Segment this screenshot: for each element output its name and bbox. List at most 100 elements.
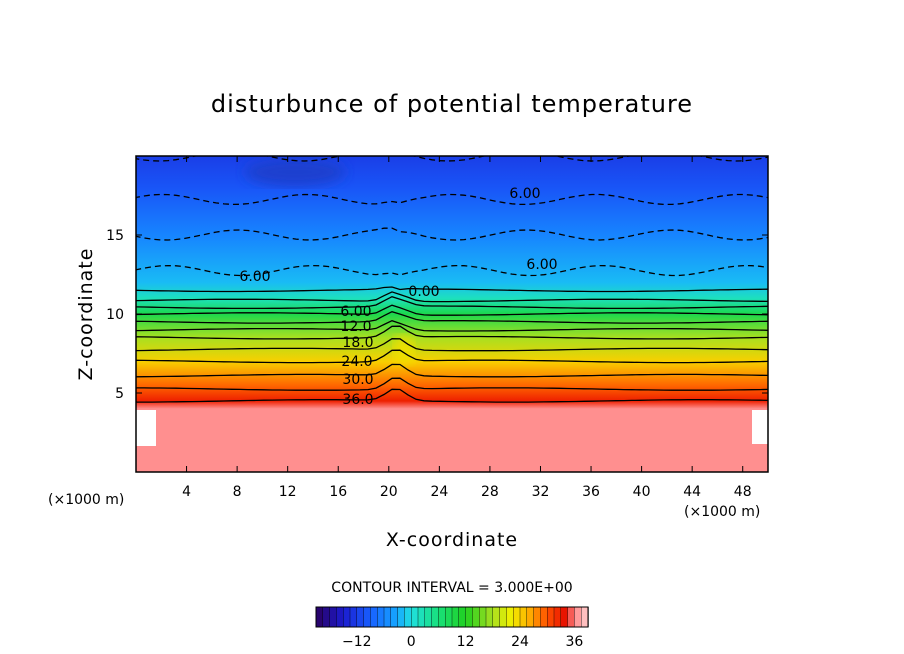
colorbar-swatch <box>547 606 555 628</box>
colorbar-swatch <box>540 606 548 628</box>
colorbar-swatch <box>377 606 385 628</box>
colorbar-swatch <box>397 606 406 628</box>
colorbar-swatch <box>424 606 433 628</box>
colorbar-swatch <box>445 606 453 628</box>
contour-line <box>136 325 768 340</box>
y-tick-label: 15 <box>106 228 124 244</box>
contour-line <box>136 286 768 293</box>
colorbar-swatch <box>322 606 331 628</box>
x-tick-label: 40 <box>633 484 651 500</box>
colorbar-swatch <box>519 606 528 628</box>
x-tick-label: 20 <box>380 484 398 500</box>
y-tick-label: 5 <box>115 386 124 402</box>
x-axis-unit-left: (×1000 m) <box>48 492 124 508</box>
contour-label: 36.0 <box>342 392 373 408</box>
x-tick-label: 16 <box>329 484 347 500</box>
colorbar-tick-label: 36 <box>565 634 583 650</box>
colorbar-swatch <box>363 606 372 628</box>
colorbar-swatch <box>383 606 392 628</box>
colorbar-swatch <box>343 606 351 628</box>
x-axis-unit-right: (×1000 m) <box>684 504 760 520</box>
x-tick-label: 44 <box>683 484 701 500</box>
chart-title: disturbunce of potential temperature <box>211 90 693 118</box>
contour-label: 18.0 <box>342 335 373 351</box>
x-tick-label: 32 <box>532 484 550 500</box>
contour-line <box>136 377 768 391</box>
white-gap-left <box>136 410 156 446</box>
colorbar-swatch <box>560 606 569 628</box>
contour-interval-text: CONTOUR INTERVAL = 3.000E+00 <box>331 580 572 596</box>
white-gap-right <box>752 410 768 444</box>
colorbar-swatch <box>356 606 365 628</box>
x-axis-label: X-coordinate <box>386 529 518 551</box>
x-tick-label: 24 <box>430 484 448 500</box>
colorbar-tick-label: 0 <box>407 634 416 650</box>
colorbar-swatch <box>411 606 419 628</box>
x-tick-label: 4 <box>182 484 191 500</box>
x-tick-label: 36 <box>582 484 600 500</box>
colorbar-frame <box>315 606 589 628</box>
contour-label: 6.00 <box>239 269 270 285</box>
colorbar-swatch <box>431 606 440 628</box>
colorbar-swatch <box>574 606 582 628</box>
colorbar-swatch <box>567 606 576 628</box>
colorbar-ticks: −12 0 12 24 36 <box>342 634 583 650</box>
colorbar-swatch <box>526 606 535 628</box>
contour-label: 6.00 <box>509 186 540 202</box>
y-axis-ticks: 5 10 15 <box>106 228 768 402</box>
colorbar-swatch <box>492 606 501 628</box>
contour-label: 6.00 <box>526 257 557 273</box>
colorbar-swatch <box>479 606 487 628</box>
contour-line <box>136 304 768 316</box>
colorbar-swatch <box>533 606 542 628</box>
y-axis-label: Z-coordinate <box>75 248 97 381</box>
x-tick-label: 12 <box>279 484 297 500</box>
contour-line <box>136 349 768 364</box>
colorbar-swatch <box>404 606 412 628</box>
contour-label: 6.00 <box>340 304 371 320</box>
contour-lines <box>136 156 768 403</box>
plot-area <box>136 156 768 472</box>
colorbar-tick-label: −12 <box>342 634 372 650</box>
colorbar-swatch <box>506 606 514 628</box>
contour-line <box>136 291 768 303</box>
contour-label: 12.0 <box>340 319 371 335</box>
colorbar-swatch <box>329 606 338 628</box>
contour-line <box>136 363 768 378</box>
colorbar-swatch <box>499 606 508 628</box>
x-axis-ticks: 4 8 12 16 20 24 28 32 36 40 44 48 <box>182 156 752 500</box>
y-tick-label: 10 <box>106 307 124 323</box>
colorbar-tick-label: 24 <box>511 634 529 650</box>
colorbar-swatch <box>513 606 521 628</box>
x-tick-label: 48 <box>734 484 752 500</box>
colorbar-swatch <box>472 606 480 628</box>
colorbar-tick-label: 12 <box>457 634 475 650</box>
colorbar-swatch <box>390 606 399 628</box>
colorbar-swatch <box>451 606 460 628</box>
colorbar-swatch <box>438 606 446 628</box>
contour-label: 0.00 <box>408 284 439 300</box>
colorbar-segments <box>315 606 589 628</box>
colorbar-swatch <box>315 606 324 628</box>
contour-label: 30.0 <box>342 372 373 388</box>
contour-line <box>136 227 768 241</box>
contour-label: 24.0 <box>341 354 372 370</box>
colorbar-swatch <box>417 606 426 628</box>
colorbar-swatch <box>485 606 494 628</box>
colorbar-swatch <box>458 606 467 628</box>
cold-core-patch <box>245 158 345 186</box>
contour-line <box>136 296 768 310</box>
contour-line <box>136 311 768 324</box>
x-tick-label: 28 <box>481 484 499 500</box>
contour-line <box>136 264 768 277</box>
colorbar-swatch <box>581 606 589 628</box>
colorbar-swatch <box>349 606 358 628</box>
colorbar-swatch <box>336 606 344 628</box>
contour-line <box>136 193 768 206</box>
warm-plume-patch <box>394 336 414 364</box>
colorbar-swatch <box>370 606 378 628</box>
x-tick-label: 8 <box>233 484 242 500</box>
contour-line <box>136 338 768 352</box>
